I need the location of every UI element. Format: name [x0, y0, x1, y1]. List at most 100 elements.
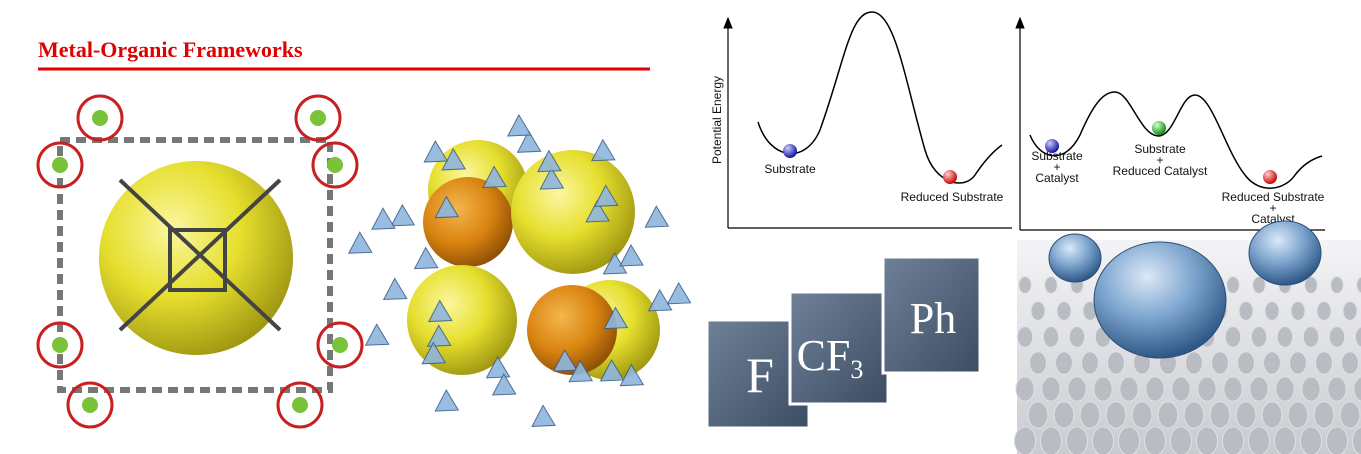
surface-bump: [1237, 351, 1255, 375]
surface-bump: [1107, 351, 1125, 375]
state-label: +: [1053, 160, 1060, 174]
polyhedron: [382, 277, 408, 301]
surface-bump: [1341, 351, 1359, 375]
surface-bump: [1287, 401, 1309, 429]
state-ball: [1045, 139, 1059, 153]
surface-bump: [1304, 276, 1318, 294]
state-label: Substrate: [1031, 149, 1083, 163]
polyhedron: [434, 195, 460, 219]
polyhedron: [552, 349, 578, 372]
mof-pore-illustration: [347, 113, 692, 427]
polyhedron: [434, 389, 460, 412]
surface-bump: [1039, 426, 1063, 454]
surface-bump: [1157, 401, 1179, 429]
linker: [118, 178, 282, 332]
metal-node: [52, 337, 68, 353]
surface-bump: [1238, 301, 1254, 321]
metal-node: [332, 337, 348, 353]
tile-label: F: [746, 347, 774, 403]
state-ball: [783, 144, 797, 158]
y-axis-label: Potential Energy: [710, 76, 724, 164]
state-ball: [1152, 121, 1166, 135]
tile-label: Ph: [910, 294, 956, 343]
arrowhead: [723, 16, 733, 29]
pore-sphere: [423, 177, 513, 267]
surface-bump: [1299, 426, 1323, 454]
surface-bump: [1195, 426, 1219, 454]
mof-cage-illustration: [36, 94, 364, 429]
surface-bump: [1250, 326, 1268, 348]
surface-bump: [1042, 326, 1060, 348]
surface-bump: [1273, 426, 1297, 454]
surface-bump: [1356, 276, 1361, 294]
polyhedron: [421, 341, 447, 365]
energy-curve: [757, 11, 1003, 184]
surface-bump: [1315, 351, 1333, 375]
surface-bump: [1169, 426, 1193, 454]
pore-sphere: [511, 150, 635, 274]
surface-bump: [1261, 401, 1283, 429]
surface-bump: [1091, 426, 1115, 454]
polyhedron: [441, 147, 467, 171]
surface-bump: [1223, 376, 1243, 402]
framework-links: [57, 137, 333, 393]
polyhedron: [364, 323, 390, 346]
surface-bump: [1342, 301, 1358, 321]
metal-node: [292, 397, 308, 413]
state-label: +: [1269, 201, 1276, 215]
tile: [788, 290, 890, 406]
metal-node-ring: [311, 141, 359, 189]
pore-sphere: [407, 265, 517, 375]
state-label: Reduced Catalyst: [1113, 164, 1208, 178]
metal-node-ring: [36, 321, 84, 369]
polyhedron: [537, 149, 562, 173]
polyhedron: [426, 324, 452, 347]
surface-bump: [1351, 426, 1361, 454]
polyhedron: [491, 372, 517, 396]
surface-bump: [1330, 276, 1344, 294]
polyhedron: [585, 199, 610, 223]
pore-sphere: [527, 285, 617, 375]
surface-bump: [1247, 426, 1271, 454]
surface-bump: [1016, 326, 1034, 348]
surface-bump: [1027, 401, 1049, 429]
substituent-tiles: F CF3 Ph: [705, 255, 982, 430]
surface-bump: [1289, 351, 1307, 375]
surface-bump: [1145, 376, 1165, 402]
surface-bump: [1235, 401, 1257, 429]
surface-bump: [1211, 351, 1229, 375]
surface-bump: [1209, 401, 1231, 429]
surface-bump: [1119, 376, 1139, 402]
polyhedron: [485, 355, 511, 379]
surface-bump: [1264, 301, 1280, 321]
metal-node-ring: [36, 141, 84, 189]
surface-bump: [1301, 376, 1321, 402]
surface-bump: [1143, 426, 1167, 454]
surface-bump: [1053, 401, 1075, 429]
arrowhead: [1015, 16, 1025, 29]
polyhedron: [666, 281, 692, 305]
surface-bump: [1055, 351, 1073, 375]
tile-label-main: CF: [797, 331, 851, 380]
title: Metal-Organic Frameworks: [38, 37, 303, 62]
state-label: Reduced Substrate: [1222, 190, 1325, 204]
metal-node-ring: [316, 321, 364, 369]
energy-diagram-1: [723, 11, 1012, 229]
surface-bump: [1354, 326, 1361, 348]
surface-bump: [1328, 326, 1346, 348]
surface-bump: [1105, 401, 1127, 429]
surface-bump: [1183, 401, 1205, 429]
droplet: [1093, 241, 1227, 359]
surface-bump: [1093, 376, 1113, 402]
surface-bump: [1044, 276, 1058, 294]
surface-bump: [1325, 426, 1349, 454]
polyhedron: [644, 205, 670, 228]
surface-bump: [1224, 326, 1242, 348]
polyhedron: [531, 404, 556, 427]
energy-curve: [1029, 91, 1323, 189]
metal-node-ring: [76, 94, 124, 142]
surface-bump: [1353, 376, 1361, 402]
droplet: [1248, 220, 1322, 286]
